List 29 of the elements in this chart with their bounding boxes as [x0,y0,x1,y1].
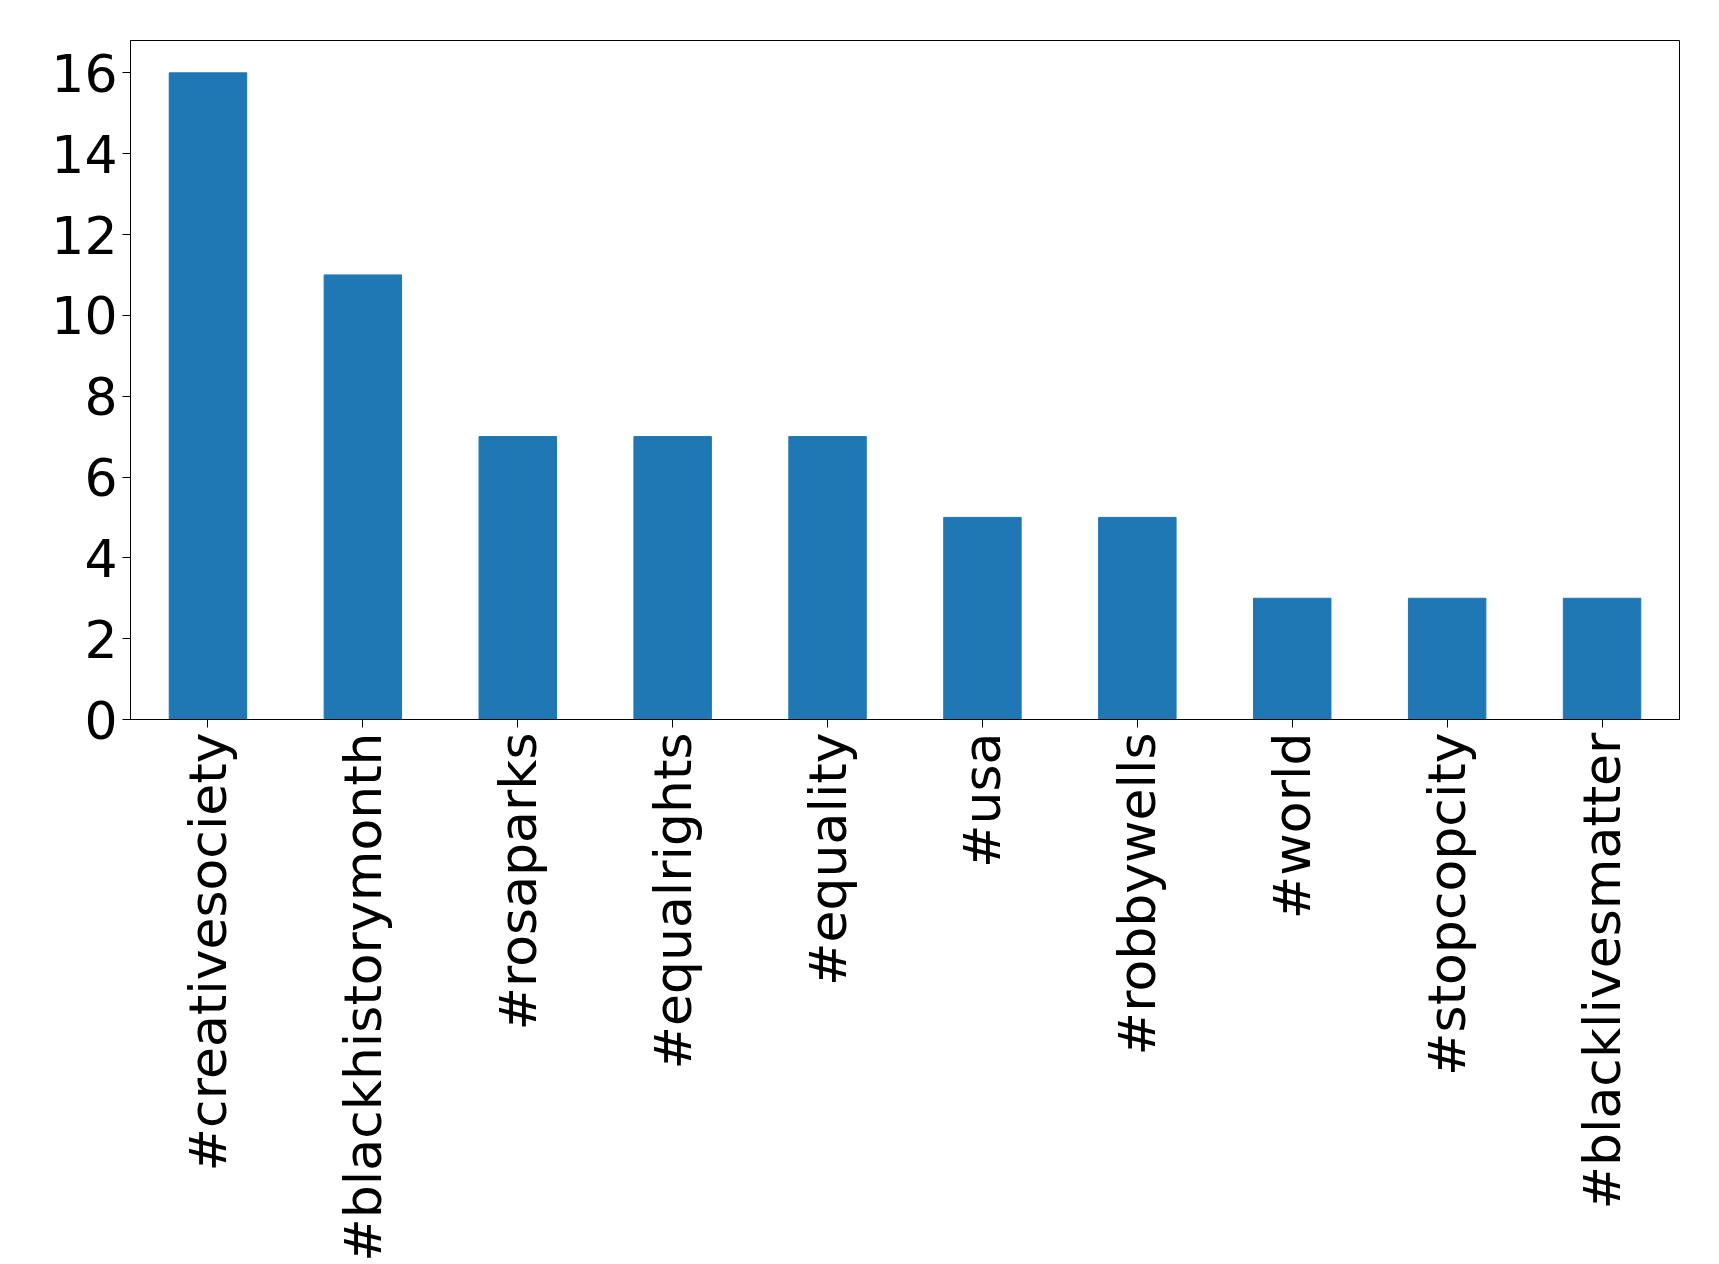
bar [323,274,403,720]
x-tick-label: #robbywells [1107,732,1168,1056]
y-tick-label: 10 [51,286,118,347]
y-tick-label: 4 [84,528,118,589]
y-tick-label: 6 [84,448,118,508]
y-tick-label: 16 [51,43,118,104]
y-tick-label: 2 [84,609,118,670]
bar [1407,597,1487,720]
bar [633,436,712,720]
x-tick-label: #usa [952,732,1013,868]
x-tick-label: #equality [797,732,858,986]
bar [1098,516,1177,720]
x-tick-label: #world [1262,732,1323,920]
y-tick-label: 12 [51,205,118,266]
y-tick-label: 8 [84,367,118,428]
bar [943,516,1022,720]
y-tick-label: 0 [84,690,118,751]
bar [1253,597,1332,720]
x-tick-label: #creativesociety [177,732,238,1172]
bar [168,72,248,720]
x-tick-label: #equalrights [642,732,703,1070]
bar [788,436,867,720]
x-tick-label: #blackhistorymonth [332,732,393,1262]
x-tick-label: #blacklivesmatter [1572,731,1633,1210]
bar [1562,597,1642,720]
x-tick-label: #rosaparks [487,732,548,1031]
bar [478,436,557,720]
x-tick-label: #stopcopcity [1417,732,1478,1076]
y-tick-label: 14 [51,124,118,185]
